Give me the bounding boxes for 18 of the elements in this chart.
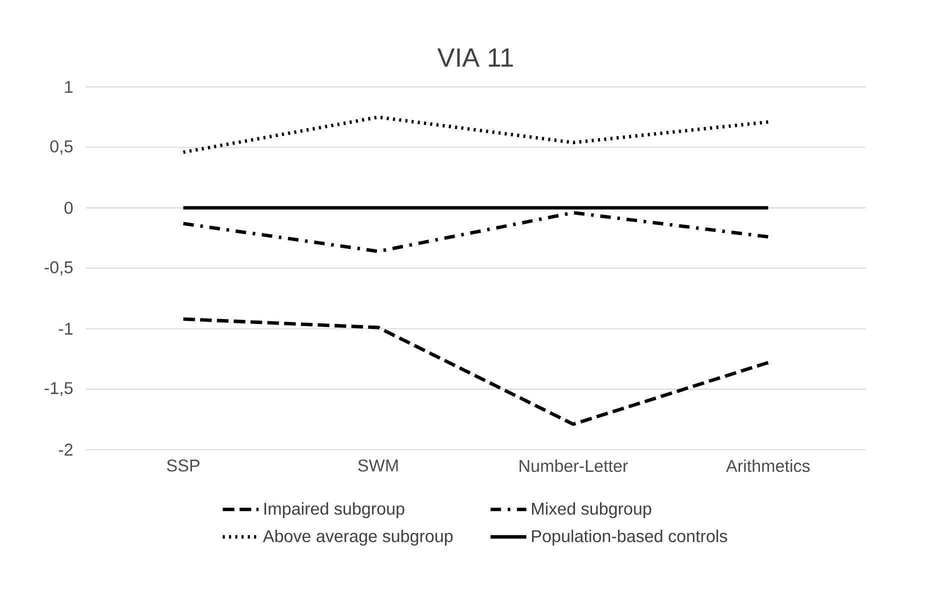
legend-label: Mixed subgroup xyxy=(532,502,652,518)
line-series xyxy=(182,317,770,426)
x-tick-label: Number-Letter xyxy=(520,459,628,472)
y-tick-label: -1,5 xyxy=(44,382,73,396)
y-tick-label: 0,5 xyxy=(50,140,73,154)
x-tick-label: Arithmetics xyxy=(726,459,810,472)
x-tick-label: SSP xyxy=(167,459,200,472)
y-tick-label: -2 xyxy=(58,444,72,456)
y-tick-label: -0,5 xyxy=(44,261,73,276)
chart-title: VIA 11 xyxy=(437,48,513,67)
legend-label: Above average subgroup xyxy=(262,530,453,546)
x-tick-label: SWM xyxy=(358,459,398,472)
legend-label: Impaired subgroup xyxy=(264,502,404,518)
y-tick-label: 0 xyxy=(64,202,73,214)
legend-label: Population-based controls xyxy=(532,530,728,546)
line-series xyxy=(182,115,770,154)
y-tick-label: -1 xyxy=(58,322,72,335)
y-tick-label: 1 xyxy=(65,81,72,93)
